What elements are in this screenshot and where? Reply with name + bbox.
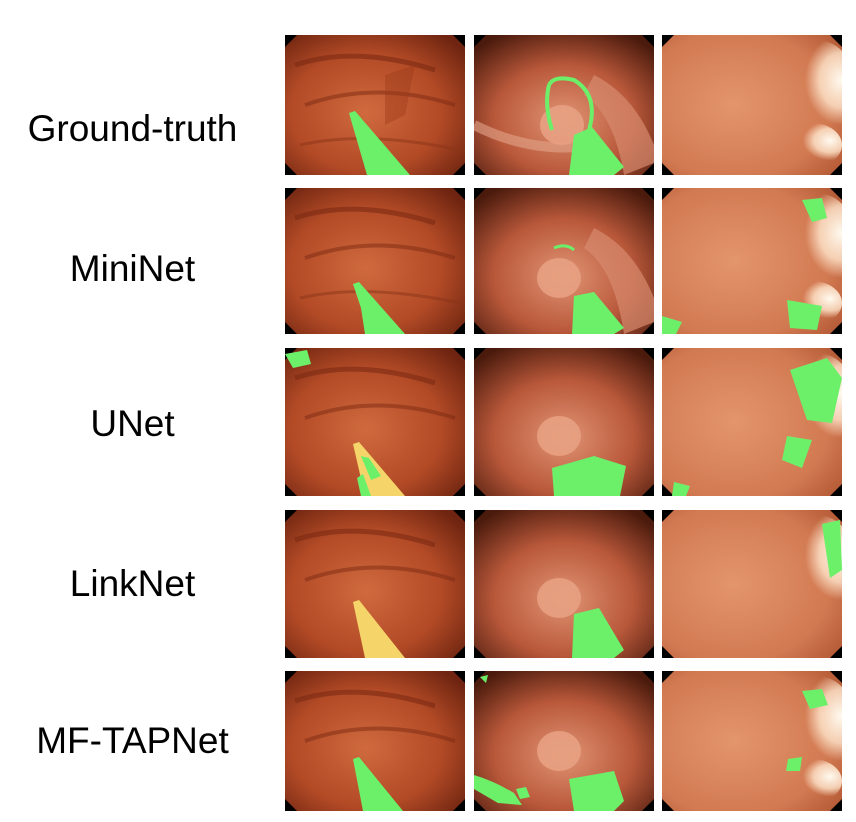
tool-mask [349,111,410,175]
image-ground-truth-col1 [285,35,465,175]
image-ground-truth-col3 [662,35,842,175]
row-label-unet: UNet [90,403,175,444]
image-unet-col2 [474,348,654,496]
image-unet-col1 [285,348,465,496]
image-unet-col3 [662,348,842,496]
image-mf-tapnet-col2 [474,671,654,811]
row-label-ground-truth: Ground-truth [27,108,238,149]
image-linknet-col2 [474,510,654,658]
image-linknet-col1 [285,510,465,658]
image-mininet-col3 [662,188,842,334]
image-mf-tapnet-col3 [662,671,842,811]
image-linknet-col3 [662,510,842,658]
row-label-linknet: LinkNet [69,563,196,604]
image-ground-truth-col2 [474,35,654,175]
row-label-mf-tapnet: MF-TAPNet [36,720,229,761]
image-mininet-col2 [474,188,654,334]
image-mininet-col1 [285,188,465,334]
row-label-mininet: MiniNet [69,248,196,289]
image-mf-tapnet-col1 [285,671,465,811]
